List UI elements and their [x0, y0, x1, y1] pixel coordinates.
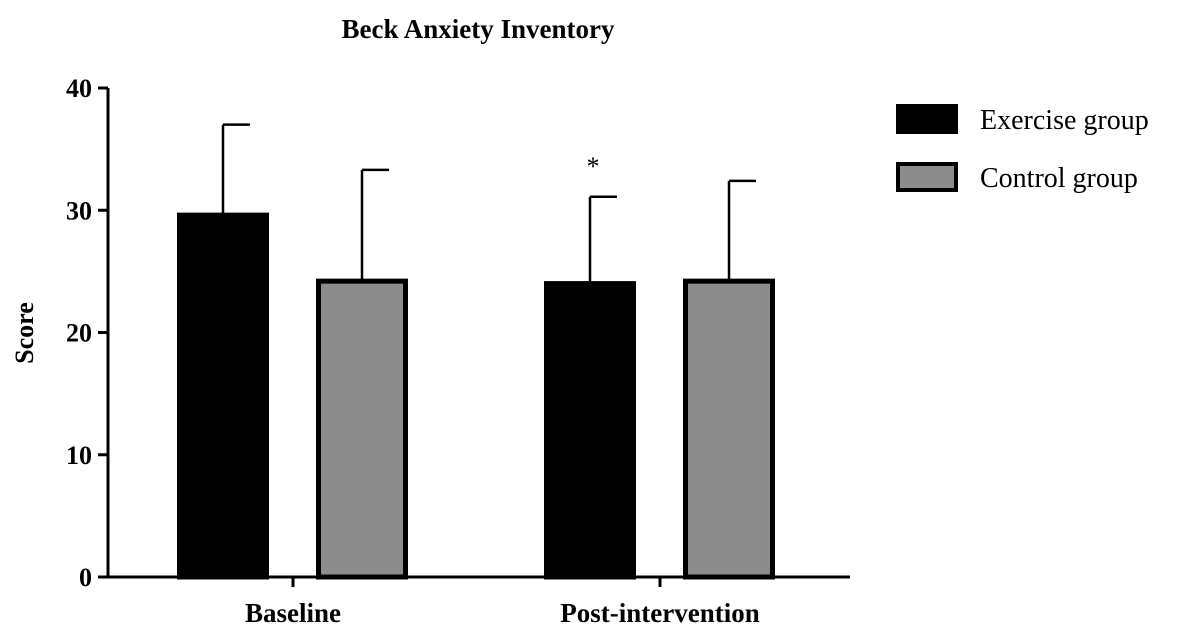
x-tick-label: Post-intervention: [560, 598, 759, 628]
plot-area: 0 10 20 30 40 Baseline Post-intervention *: [66, 74, 850, 628]
legend-label: Control group: [980, 163, 1138, 194]
significance-marker: *: [587, 152, 600, 181]
y-axis-label: Score: [10, 302, 39, 364]
y-tick-label: 40: [66, 74, 92, 103]
chart-title: Beck Anxiety Inventory: [342, 14, 615, 44]
legend-swatch: [896, 104, 958, 134]
legend: Exercise group Control group: [896, 104, 1149, 194]
y-tick-label: 0: [79, 563, 92, 592]
bar-exercise-baseline: [177, 212, 269, 580]
legend-swatch: [896, 162, 958, 192]
bar-control-post-intervention: [683, 278, 775, 580]
y-tick-label: 30: [66, 196, 92, 225]
y-tick-label: 20: [66, 319, 92, 348]
x-tick-label: Baseline: [245, 598, 341, 628]
legend-label: Exercise group: [980, 105, 1149, 136]
bar-control-baseline: [316, 278, 408, 580]
y-tick-label: 10: [66, 441, 92, 470]
bar-exercise-post-intervention: [544, 281, 636, 580]
